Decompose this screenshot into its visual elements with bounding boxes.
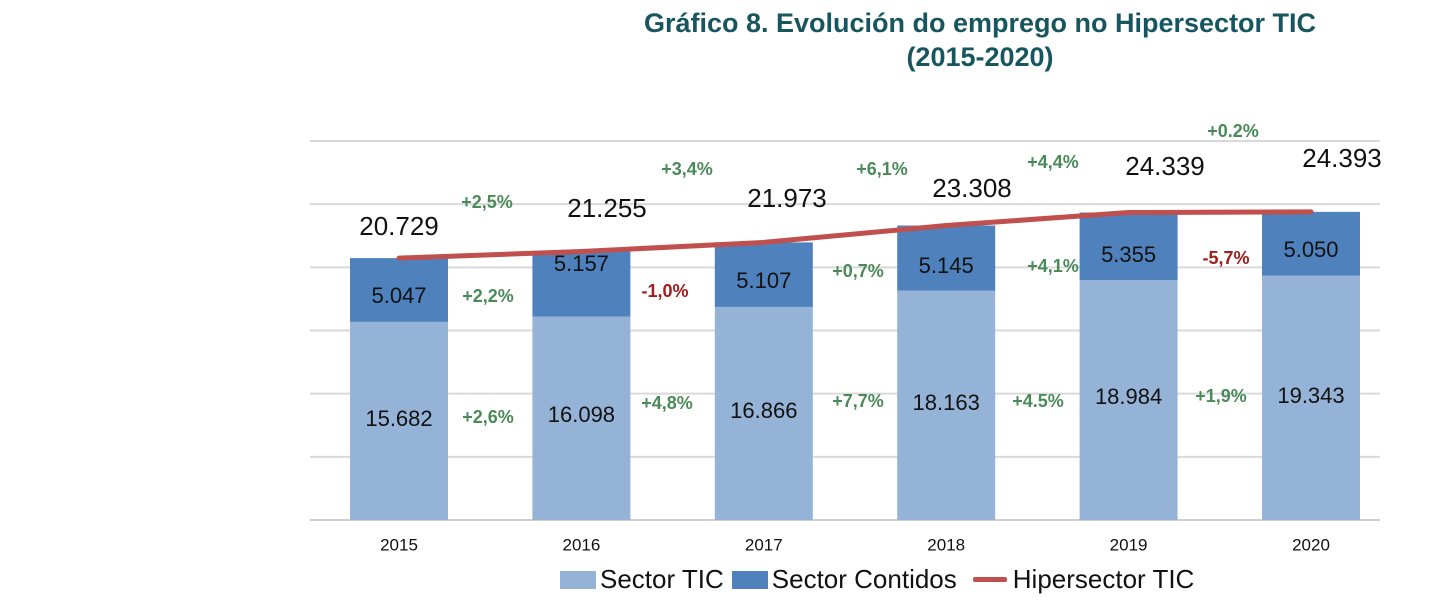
data-label-sector-tic: 15.682 [365,406,432,431]
x-tick-label: 2017 [745,535,783,554]
chart-title-line1: Gráfico 8. Evolución do emprego no Hiper… [643,8,1317,38]
data-label-sector-contidos: 5.107 [736,268,791,293]
bar-sector-tic [1079,280,1178,520]
legend-item-hipersector: Hipersector TIC [965,564,1195,595]
bar-sector-contidos [532,251,631,317]
legend-label: Sector Contidos [771,564,957,594]
bar-sector-contidos [350,258,448,322]
data-label-sector-tic: 16.866 [730,398,797,423]
legend-line [972,577,1007,582]
data-label-sector-tic: 19.343 [1277,383,1344,408]
legend-item-sector-tic: Sector TIC [560,564,724,595]
data-label-sector-contidos: 5.355 [1101,242,1156,267]
chart-title: Gráfico 8. Evolución do emprego no Hiper… [530,6,1430,74]
data-label-hipersector: 21.255 [567,193,647,223]
bar-sector-tic [897,290,996,520]
data-label-sector-contidos: 5.145 [919,253,974,278]
data-label-hipersector: 24.393 [1302,143,1382,173]
legend: Sector TIC Sector Contidos Hipersector T… [560,564,1202,595]
x-tick-label: 2019 [1110,535,1148,554]
growth-label-tic: +7,7% [832,391,884,411]
data-label-hipersector: 24.339 [1125,151,1205,181]
data-label-sector-contidos: 5.157 [554,251,609,276]
bar-sector-contidos [1262,211,1360,276]
growth-label-hipersector: +0.2% [1207,121,1259,141]
bar-sector-contidos [1079,212,1178,281]
chart-title-line2: (2015-2020) [906,42,1054,72]
growth-label-hipersector: +3,4% [661,159,713,179]
growth-label-contidos: +2,2% [462,286,514,306]
growth-label-hipersector: +2,5% [461,192,513,212]
growth-label-tic: +1,9% [1195,386,1247,406]
growth-label-tic: +4.5% [1012,391,1064,411]
bar-sector-contidos [714,242,813,307]
bar-sector-tic [350,321,448,520]
bar-sector-contidos [897,225,996,291]
x-tick-label: 2015 [380,535,418,554]
growth-label-hipersector: +4,4% [1027,152,1079,172]
x-tick-label: 2018 [927,535,965,554]
growth-label-hipersector: +6,1% [856,159,908,179]
x-tick-label: 2020 [1292,535,1330,554]
line-hipersector [396,209,1314,261]
data-label-sector-contidos: 5.050 [1283,237,1338,262]
data-label-sector-contidos: 5.047 [371,283,426,308]
x-tick-label: 2016 [562,535,600,554]
data-label-hipersector: 21.973 [747,183,827,213]
legend-swatch [731,570,768,589]
data-label-sector-tic: 16.098 [548,402,615,427]
growth-label-tic: +4,8% [641,393,693,413]
data-label-hipersector: 23.308 [932,173,1012,203]
legend-label: Hipersector TIC [1012,564,1195,594]
bar-sector-tic [532,316,631,520]
growth-label-contidos: -5,7% [1202,248,1249,268]
bar-sector-tic [714,306,813,520]
legend-swatch [560,570,596,589]
data-label-sector-tic: 18.163 [913,390,980,415]
growth-label-contidos: +0,7% [832,261,884,281]
data-label-sector-tic: 18.984 [1095,384,1162,409]
growth-label-tic: +2,6% [462,407,514,427]
bar-sector-tic [1262,275,1360,520]
growth-label-contidos: +4,1% [1027,256,1079,276]
data-label-hipersector: 20.729 [359,211,439,241]
legend-label: Sector TIC [600,564,724,594]
legend-item-sector-contidos: Sector Contidos [731,564,957,595]
growth-label-contidos: -1,0% [641,281,688,301]
